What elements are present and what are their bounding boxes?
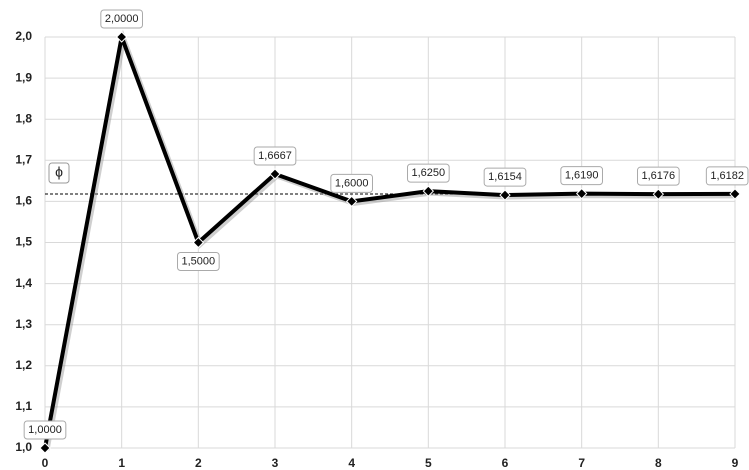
data-label-box: [177, 252, 220, 271]
y-tick-label: 1,6: [15, 194, 32, 208]
reference-label: ϕ: [55, 164, 63, 180]
data-label-text: 1,6190: [565, 169, 599, 181]
data-label-box: [100, 9, 143, 29]
data-label: 1,6667: [253, 146, 297, 166]
data-label-box: [330, 173, 373, 193]
x-tick-label: 5: [425, 456, 432, 470]
x-tick-label: 7: [578, 456, 585, 470]
data-label: 1,6182: [705, 166, 749, 186]
data-label: 2,0000: [100, 9, 143, 29]
x-tick-label: 4: [348, 456, 355, 470]
y-tick-label: 2,0: [15, 29, 32, 43]
data-label-text: 1,6667: [258, 150, 292, 162]
marker: [499, 189, 511, 201]
x-tick-label: 2: [195, 456, 202, 470]
marker: [39, 442, 51, 454]
marker: [192, 236, 205, 249]
data-label: 1,6250: [407, 163, 450, 183]
marker: [269, 168, 281, 180]
data-label-box: [253, 146, 297, 166]
reference-label-box: [48, 162, 70, 184]
data-label-text: 1,6182: [710, 170, 744, 182]
y-tick-label: 1,5: [15, 235, 32, 249]
data-label: 1,5000: [177, 252, 220, 271]
data-label-box: [407, 163, 450, 183]
data-label-text: 1,6176: [642, 170, 676, 182]
series-line: [43, 35, 736, 449]
y-tick-label: 1,8: [15, 111, 32, 125]
x-tick-label: 9: [732, 456, 739, 470]
data-label-box: [23, 420, 67, 440]
data-label-box: [705, 166, 749, 186]
x-tick-label: 8: [655, 456, 662, 470]
y-tick-label: 1,4: [15, 276, 32, 290]
y-tick-label: 1,2: [15, 358, 32, 372]
x-tick-label: 1: [118, 456, 125, 470]
y-tick-label: 1,7: [15, 152, 32, 166]
marker: [115, 31, 128, 43]
data-label: 1,6190: [560, 166, 603, 186]
series-shadow: [44, 29, 738, 451]
x-tick-label: 0: [42, 456, 49, 470]
x-tick-label: 6: [502, 456, 509, 470]
data-label: 1,6176: [637, 166, 680, 186]
marker: [422, 185, 435, 197]
data-label-text: 1,6154: [488, 171, 522, 183]
data-label-box: [637, 166, 680, 186]
y-tick-label: 1,1: [15, 399, 32, 413]
y-tick-label: 1,9: [15, 70, 32, 84]
data-label-box: [483, 167, 527, 187]
marker: [729, 188, 741, 200]
data-label-text: 1,6250: [412, 167, 446, 179]
data-label-text: 1,5000: [182, 255, 216, 267]
marker: [652, 188, 665, 200]
marker: [575, 187, 588, 200]
y-tick-label: 1,3: [15, 317, 32, 331]
data-label: 1,0000: [23, 420, 67, 440]
data-label-text: 1,0000: [28, 424, 62, 436]
marker: [345, 195, 358, 208]
data-label-text: 2,0000: [105, 13, 139, 25]
y-tick-label: 1,0: [15, 440, 32, 454]
x-tick-label: 3: [272, 456, 279, 470]
data-label: 1,6154: [483, 167, 527, 187]
data-label: 1,6000: [330, 173, 373, 193]
data-label-text: 1,6000: [335, 177, 369, 189]
data-label-box: [560, 166, 603, 186]
